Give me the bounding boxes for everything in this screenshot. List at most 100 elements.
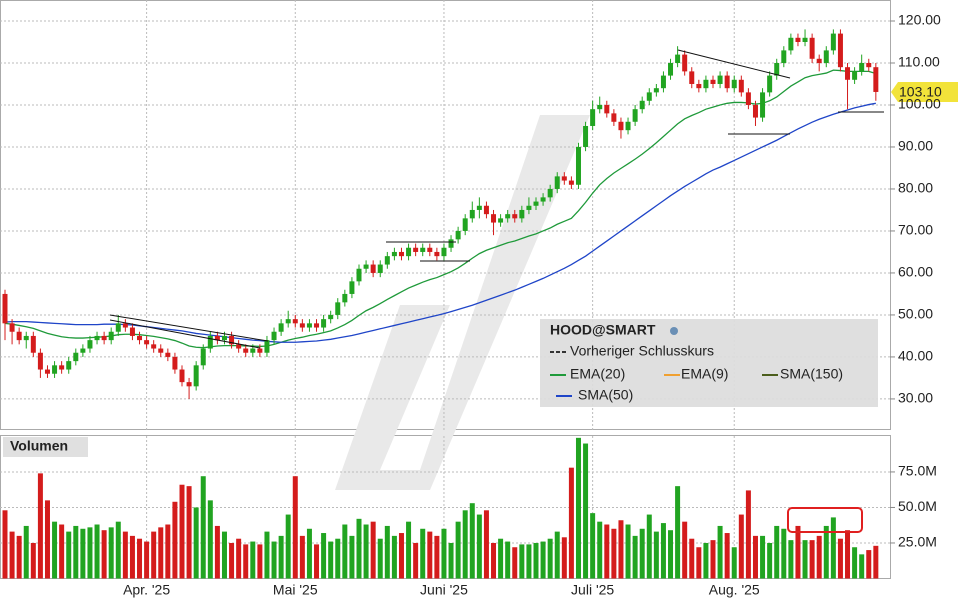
price-tag-label: 103.10 <box>899 84 942 100</box>
volume-bar <box>745 490 751 579</box>
volume-bar <box>675 486 681 579</box>
volume-bar <box>427 531 433 579</box>
candle-body <box>866 62 872 68</box>
candle-body <box>625 121 631 131</box>
volume-bar <box>398 533 404 579</box>
candle-body <box>816 58 822 63</box>
volume-bar <box>491 542 497 579</box>
volume-bar <box>568 467 574 579</box>
candle-body <box>760 92 766 118</box>
candle-body <box>129 327 135 336</box>
volume-bar <box>639 528 645 579</box>
volume-bar <box>257 544 263 579</box>
legend-label: EMA(20) <box>570 366 625 382</box>
volume-bar <box>434 535 440 579</box>
candle-body <box>668 62 674 76</box>
highlight-box <box>787 507 863 533</box>
candle-body <box>568 180 574 185</box>
candle-body <box>703 79 709 89</box>
candle-body <box>533 201 539 206</box>
candle-body <box>469 209 475 219</box>
volume-bar <box>604 524 610 579</box>
candle-body <box>9 323 15 332</box>
volume-bar <box>30 542 36 579</box>
volume-bar <box>137 538 143 579</box>
candle-body <box>158 348 164 353</box>
volume-bar <box>823 525 829 579</box>
volume-bar <box>717 525 723 579</box>
candle-body <box>16 331 22 341</box>
candle-body <box>682 54 688 72</box>
volume-bar <box>554 531 560 579</box>
volume-bar <box>526 544 532 579</box>
candle-body <box>413 247 419 252</box>
candle-body <box>752 104 758 118</box>
volume-bar <box>816 535 822 579</box>
volume-bar <box>795 525 801 579</box>
volume-bar <box>94 524 100 579</box>
volume-bar <box>207 500 213 579</box>
legend-label: EMA(9) <box>681 366 728 382</box>
candle-body <box>710 79 716 84</box>
candle-body <box>73 352 79 362</box>
candle-body <box>214 335 220 341</box>
volume-bar <box>23 525 29 579</box>
volume-bar <box>767 542 773 579</box>
volume-bar <box>668 530 674 579</box>
candle-body <box>2 293 8 324</box>
candle-body <box>590 109 596 126</box>
candle-body <box>717 75 723 84</box>
candle-body <box>845 67 851 80</box>
volume-bar <box>349 535 355 579</box>
candle-body <box>731 79 737 89</box>
candle-body <box>186 382 192 387</box>
legend-label: Vorheriger Schlusskurs <box>570 343 714 359</box>
volume-bar <box>9 531 15 579</box>
candle-body <box>406 247 412 257</box>
candle-body <box>519 209 525 219</box>
volume-bar <box>597 521 603 579</box>
current-price: 103.10 <box>891 81 958 102</box>
candle-body <box>611 113 617 122</box>
legend-label: SMA(50) <box>578 387 633 403</box>
volume-title-text: Volumen <box>10 438 68 454</box>
volume-bar <box>37 473 43 579</box>
candle-body <box>738 79 744 93</box>
volume-bar <box>547 538 553 579</box>
volume-bar <box>122 531 128 579</box>
volume-bar <box>342 524 348 579</box>
candle-body <box>370 264 376 273</box>
volume-bar <box>646 514 652 579</box>
volume-bar <box>179 484 185 579</box>
candle-body <box>108 331 114 341</box>
candle-body <box>646 92 652 101</box>
volume-bar <box>625 524 631 579</box>
volume-bar <box>590 513 596 579</box>
candle-body <box>80 348 86 353</box>
candle-body <box>137 335 143 341</box>
volume-bar <box>193 507 199 579</box>
candle-body <box>859 62 865 72</box>
volume-bar <box>852 547 858 579</box>
candle-body <box>498 218 504 223</box>
volume-bar <box>703 542 709 579</box>
candle-body <box>505 214 511 219</box>
candle-body <box>830 33 836 51</box>
candle-body <box>94 335 100 341</box>
volume-bar <box>710 540 716 579</box>
candle-body <box>795 37 801 42</box>
volume-bar <box>391 535 397 579</box>
volume-bar <box>200 476 206 579</box>
candle-body <box>179 369 185 383</box>
y-tick-label: 60.00 <box>898 264 933 280</box>
volume-bar <box>129 535 135 579</box>
volume-bar <box>448 542 454 579</box>
candle-body <box>583 125 589 147</box>
candle-body <box>837 33 843 68</box>
candle-body <box>172 356 178 370</box>
candle-body <box>476 205 482 210</box>
volume-bar <box>314 544 320 579</box>
candle-body <box>165 352 171 357</box>
candle-body <box>87 340 93 349</box>
y-tick-label: 120.00 <box>898 12 941 28</box>
